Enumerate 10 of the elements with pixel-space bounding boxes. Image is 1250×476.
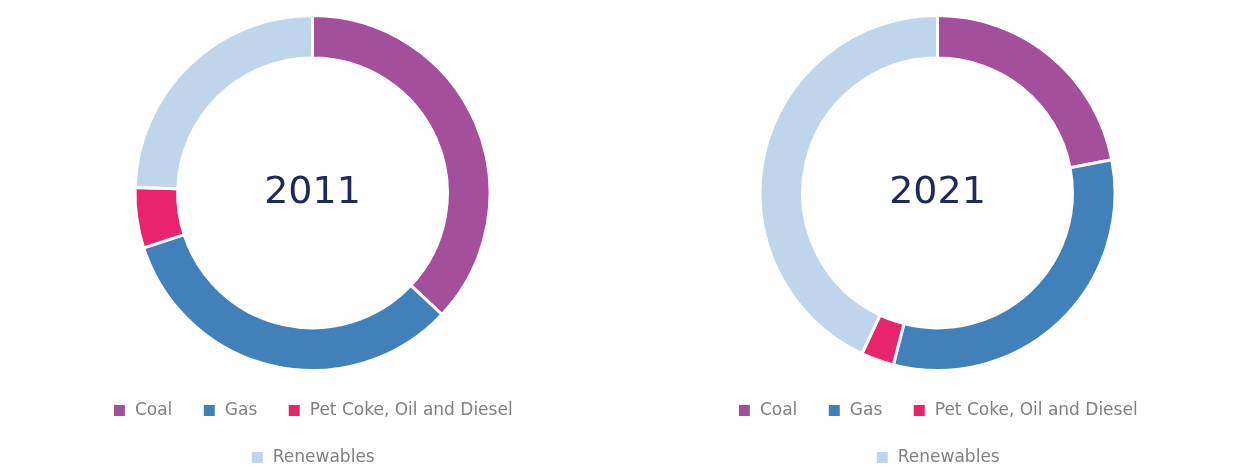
legend-label: Pet Coke, Oil and Diesel — [309, 398, 513, 419]
text: 2011 — [264, 167, 361, 212]
legend-label: Coal — [759, 398, 798, 419]
legend-label: Gas — [224, 398, 258, 419]
legend-label: Renewables — [272, 445, 375, 466]
legend-label: Gas — [849, 398, 883, 419]
legend-label: Coal — [134, 398, 173, 419]
legend-label: Pet Coke, Oil and Diesel — [934, 398, 1138, 419]
legend-label: Renewables — [897, 445, 1000, 466]
text: 2021 — [889, 167, 986, 212]
